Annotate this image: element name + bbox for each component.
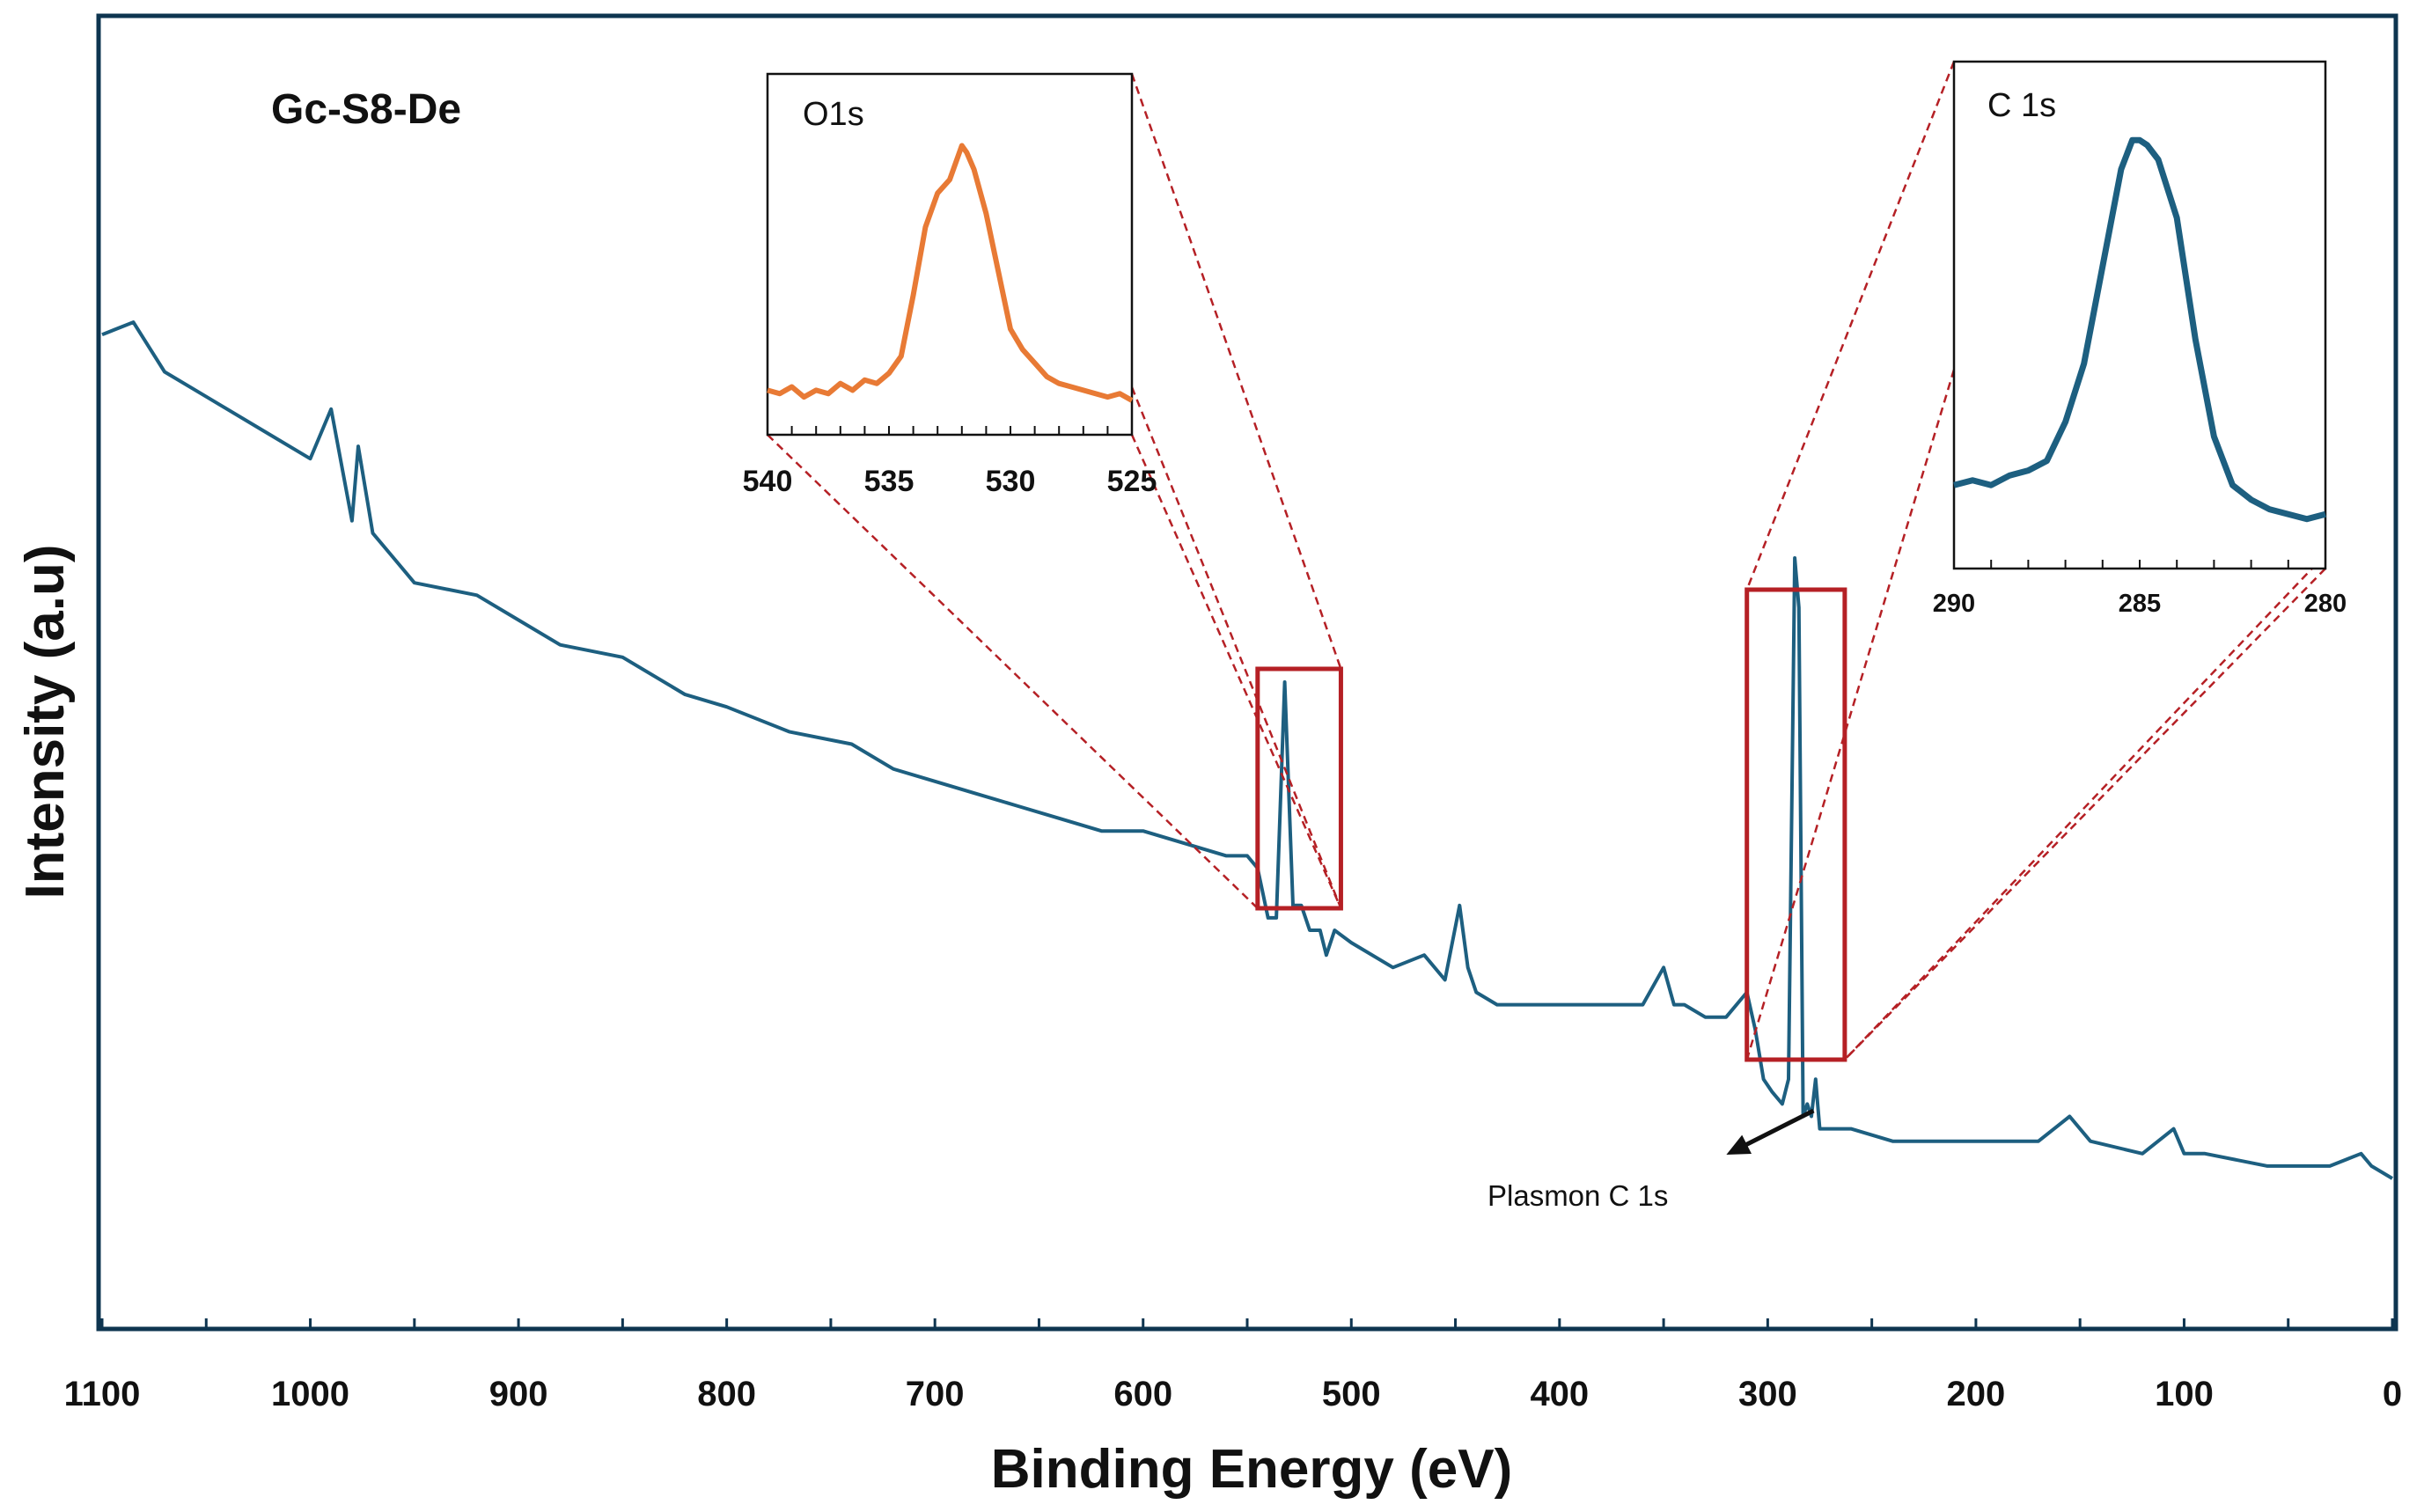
c1s-inset-frame: [1952, 60, 2327, 570]
c1s-spectrum-line: [1953, 136, 2326, 523]
o1s-spectrum-line: [767, 143, 1134, 403]
c1s-connector: [1745, 61, 1956, 591]
survey-spectrum-line: [101, 320, 2394, 1180]
o1s-zoom-box: [1255, 666, 1343, 911]
main-x-tick-label: 1100: [64, 1375, 141, 1413]
inset-x-tick-label: 525: [1107, 465, 1157, 498]
zoom-boxes: [1255, 587, 1847, 1062]
x-axis-title: Binding Energy (eV): [991, 1439, 1512, 1500]
c1s-zoom-box: [1745, 587, 1847, 1062]
c1s-inset-title: C 1s: [1987, 87, 2056, 124]
plasmon-arrow-head: [1726, 1134, 1752, 1155]
o1s-x-tick-labels: 540 535 530 525: [743, 465, 1157, 498]
o1s-connector: [767, 434, 1259, 909]
y-axis-title: Intensity (a.u): [15, 544, 76, 899]
c1s-connector: [1843, 568, 2326, 1061]
o1s-x-ticks: [767, 426, 1133, 435]
o1s-inset: O1s 540 535 530 525: [743, 72, 1157, 498]
main-x-tick-label: 600: [1113, 1375, 1172, 1413]
o1s-connector: [1130, 386, 1342, 909]
o1s-connector: [1130, 73, 1342, 670]
main-x-tick-label: 300: [1738, 1375, 1797, 1413]
inset-x-tick-label: 285: [2119, 590, 2161, 618]
c1s-x-tick-labels: 290 285 280: [1933, 590, 2347, 618]
main-x-tick-labels: 1100 1000 900 800 700 600 500 400 300 200 100 0: [64, 1375, 2403, 1413]
o1s-connector: [1130, 434, 1342, 909]
main-x-tick-label: 800: [697, 1375, 756, 1413]
main-x-ticks: [100, 1318, 2394, 1329]
c1s-inset: C 1s 290 285 280: [1933, 60, 2347, 618]
inset-x-tick-label: 290: [1933, 590, 1975, 618]
c1s-connector: [1745, 369, 1956, 1061]
main-x-tick-label: 500: [1322, 1375, 1381, 1413]
inset-x-tick-label: 280: [2304, 590, 2347, 618]
main-x-tick-label: 900: [489, 1375, 548, 1413]
main-x-tick-label: 1000: [271, 1375, 349, 1413]
main-x-tick-label: 400: [1530, 1375, 1589, 1413]
o1s-inset-title: O1s: [803, 96, 864, 133]
o1s-inset-frame: [766, 72, 1134, 437]
plasmon-annotation: Plasmon C 1s: [1487, 1108, 1815, 1212]
inset-x-tick-label: 530: [986, 465, 1036, 498]
inset-x-tick-label: 540: [743, 465, 793, 498]
inset-x-tick-label: 535: [864, 465, 915, 498]
sample-label: Gc-S8-De: [271, 86, 461, 133]
c1s-x-ticks: [1953, 560, 2326, 569]
c1s-connector: [1843, 554, 2326, 1061]
plasmon-label: Plasmon C 1s: [1487, 1179, 1668, 1212]
main-x-tick-label: 200: [1947, 1375, 2006, 1413]
zoom-connectors: [767, 61, 2326, 1061]
main-plot: 1100 1000 900 800 700 600 500 400 300 200 100 0 Gc-…: [15, 13, 2403, 1500]
main-x-tick-label: 100: [2155, 1375, 2214, 1413]
main-x-tick-label: 0: [2383, 1375, 2402, 1413]
plasmon-arrow: [1739, 1108, 1815, 1150]
main-x-tick-label: 700: [906, 1375, 965, 1413]
